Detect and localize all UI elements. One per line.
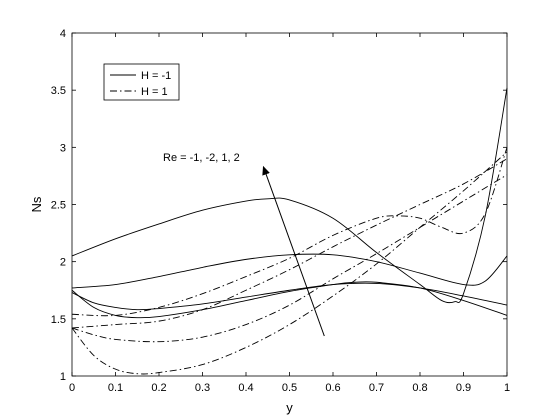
legend-box (103, 63, 180, 101)
x-axis-label: y (286, 400, 293, 415)
x-tick-label: 0.6 (325, 382, 340, 394)
x-tick-label: 0.7 (369, 382, 384, 394)
legend-label-2: H = 1 (141, 86, 168, 98)
series-line-4 (71, 281, 508, 319)
x-tick-label: 0.4 (238, 382, 253, 394)
y-tick-label: 2.5 (51, 200, 66, 212)
x-tick-label: 0 (69, 382, 75, 394)
plot-frame (71, 32, 508, 377)
x-tick-label: 0.3 (195, 382, 210, 394)
y-axis-label: Ns (29, 196, 44, 212)
x-tick-label: 0.9 (456, 382, 471, 394)
x-tick-label: 0.2 (151, 382, 166, 394)
annotation-text: Re = -1, -2, 1, 2 (163, 152, 240, 164)
annotation-arrow (262, 165, 325, 337)
y-tick-label: 3 (60, 142, 66, 154)
x-tick-label: 0.8 (412, 382, 427, 394)
series-line-2 (71, 253, 508, 289)
x-tick-label: 0.5 (282, 382, 297, 394)
series-line-5 (71, 147, 508, 317)
series-line-1 (71, 87, 508, 304)
legend-label-1: H = -1 (141, 70, 171, 82)
series-layer (71, 87, 508, 375)
y-tick-label: 4 (60, 28, 66, 40)
x-tick-label: 0.1 (108, 382, 123, 394)
series-line-7 (71, 174, 508, 343)
annotation: Re = -1, -2, 1, 2 (163, 152, 325, 337)
ticks-layer: 0 0.1 0.2 0.3 0.4 0.5 0.6 0.7 0.8 0.9 1 1 1.5 2 2.5 3 3.… (51, 28, 510, 394)
series-line-6 (71, 158, 508, 329)
x-tick-label: 1 (504, 382, 510, 394)
y-tick-label: 3.5 (51, 85, 66, 97)
y-tick-label: 1 (60, 371, 66, 383)
y-tick-label: 2 (60, 257, 66, 269)
y-tick-label: 1.5 (51, 314, 66, 326)
legend: H = -1 H = 1 (103, 63, 180, 101)
series-line-8 (71, 151, 508, 375)
